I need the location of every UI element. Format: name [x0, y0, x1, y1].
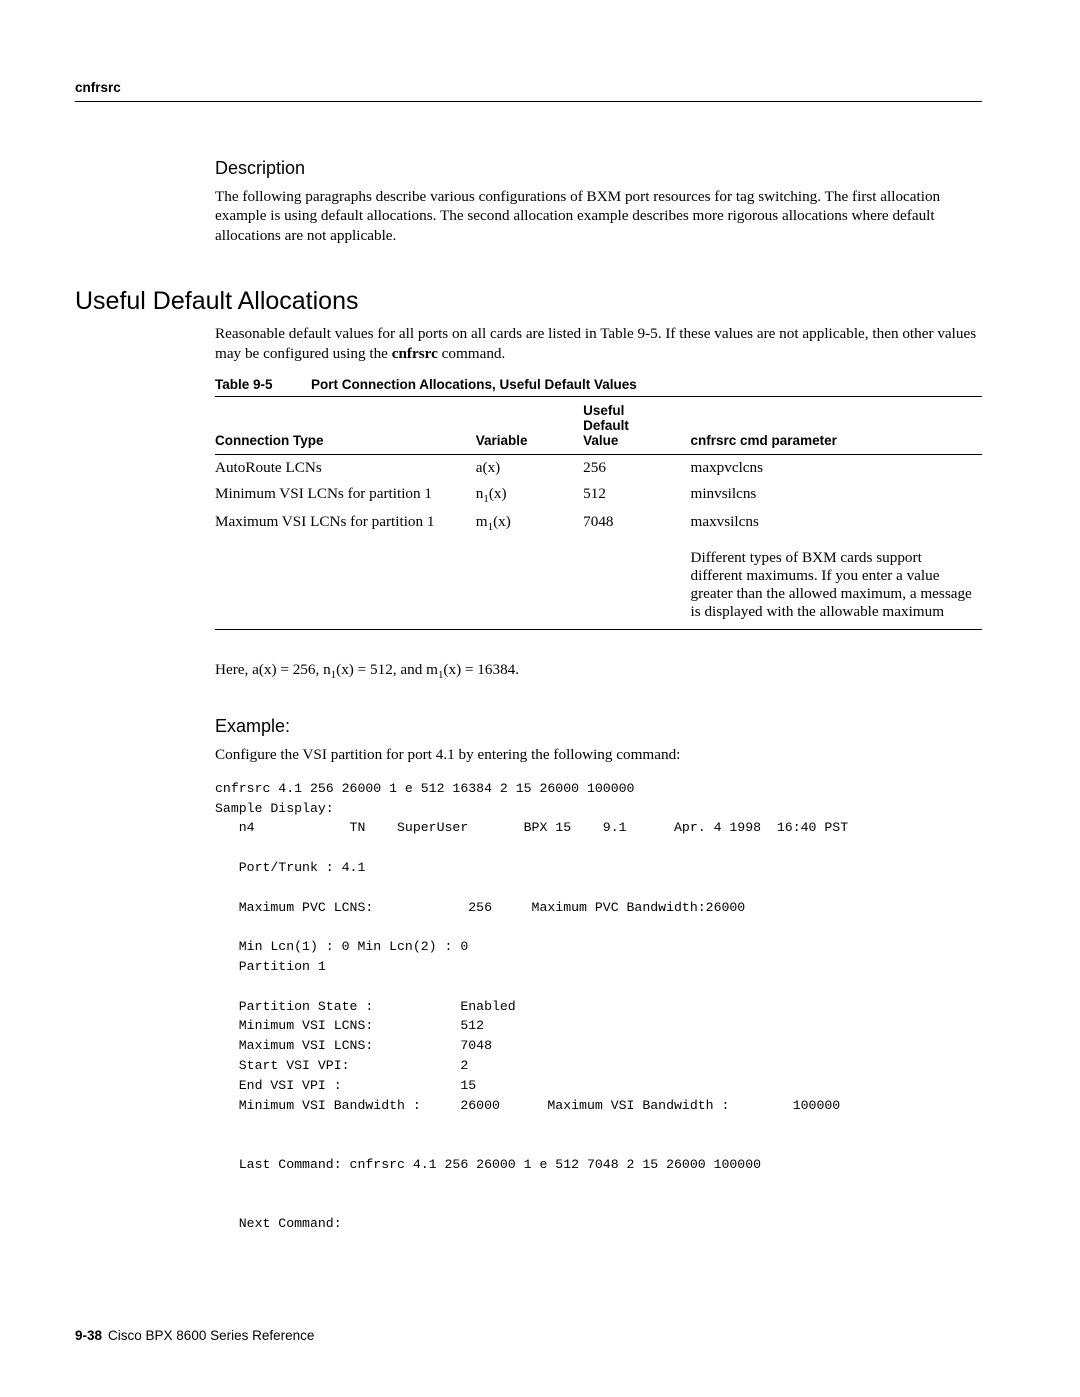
table-note-row: Different types of BXM cards support dif… — [215, 537, 982, 630]
cell-type: Maximum VSI LCNs for partition 1 — [215, 509, 476, 537]
example-para: Configure the VSI partition for port 4.1… — [215, 745, 982, 764]
allocations-table: Connection Type Variable Useful Default … — [215, 396, 982, 630]
th-value: Useful Default Value — [583, 397, 690, 455]
cell-var-base: m — [476, 513, 488, 530]
cell-type: Minimum VSI LCNs for partition 1 — [215, 481, 476, 509]
after-c: (x) = 16384. — [443, 661, 519, 678]
cell-param: minvsilcns — [691, 481, 982, 509]
th-parameter: cnfrsrc cmd parameter — [691, 397, 982, 455]
cell-param: maxpvclcns — [691, 455, 982, 482]
cell-val: 256 — [583, 455, 690, 482]
after-a: Here, a(x) = 256, n — [215, 661, 331, 678]
cell-type: AutoRoute LCNs — [215, 455, 476, 482]
cell-var-tail: (x) — [493, 513, 511, 530]
table-header-row: Connection Type Variable Useful Default … — [215, 397, 982, 455]
th-value-l2: Default — [583, 418, 629, 433]
cell-var-tail: (x) — [489, 485, 507, 502]
footer-title: Cisco BPX 8600 Series Reference — [108, 1328, 314, 1343]
cell-var: m1(x) — [476, 509, 583, 537]
table-caption: Table 9-5Port Connection Allocations, Us… — [215, 377, 982, 392]
description-heading: Description — [215, 158, 982, 179]
empty-cell — [583, 537, 690, 630]
cell-val: 7048 — [583, 509, 690, 537]
table-caption-num: Table 9-5 — [215, 377, 311, 392]
cell-val: 512 — [583, 481, 690, 509]
cell-var: a(x) — [476, 455, 583, 482]
after-table-para: Here, a(x) = 256, n1(x) = 512, and m1(x)… — [215, 660, 982, 682]
page-footer: 9-38 Cisco BPX 8600 Series Reference — [75, 1328, 314, 1343]
table-row: AutoRoute LCNs a(x) 256 maxpvclcns — [215, 455, 982, 482]
description-para: The following paragraphs describe variou… — [215, 187, 982, 245]
running-head: cnfrsrc — [75, 80, 982, 102]
after-b: (x) = 512, and m — [336, 661, 438, 678]
cell-note: Different types of BXM cards support dif… — [691, 537, 982, 630]
th-variable: Variable — [476, 397, 583, 455]
th-value-l3: Value — [583, 433, 618, 448]
cell-var: n1(x) — [476, 481, 583, 509]
table-caption-title: Port Connection Allocations, Useful Defa… — [311, 377, 637, 392]
th-value-l1: Useful — [583, 403, 624, 418]
section-para-b: command. — [438, 345, 505, 362]
section-para: Reasonable default values for all ports … — [215, 324, 982, 363]
table-row: Maximum VSI LCNs for partition 1 m1(x) 7… — [215, 509, 982, 537]
empty-cell — [215, 537, 476, 630]
cell-param: maxvsilcns — [691, 509, 982, 537]
example-heading: Example: — [215, 716, 982, 737]
empty-cell — [476, 537, 583, 630]
example-code: cnfrsrc 4.1 256 26000 1 e 512 16384 2 15… — [215, 779, 982, 1234]
section-heading: Useful Default Allocations — [75, 287, 982, 316]
table-row: Minimum VSI LCNs for partition 1 n1(x) 5… — [215, 481, 982, 509]
section-para-a: Reasonable default values for all ports … — [215, 325, 976, 361]
th-connection-type: Connection Type — [215, 397, 476, 455]
section-para-cmd: cnfrsrc — [392, 345, 438, 362]
page-number: 9-38 — [75, 1328, 102, 1343]
